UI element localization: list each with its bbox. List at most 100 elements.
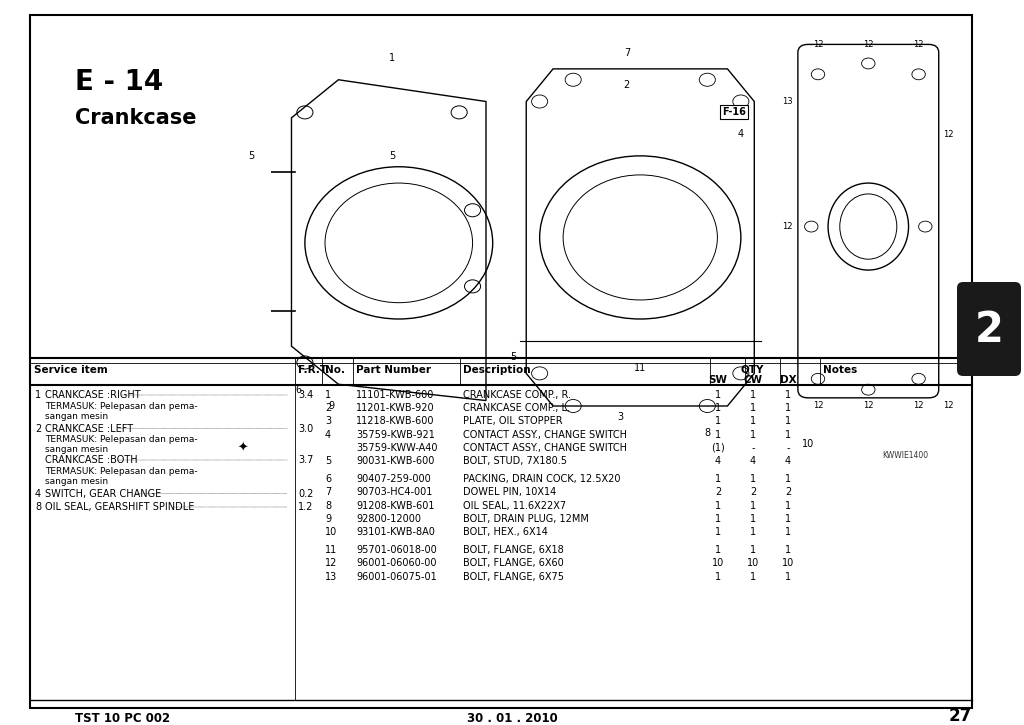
Text: 12: 12 bbox=[813, 40, 823, 49]
Text: 11101-KWB-600: 11101-KWB-600 bbox=[356, 390, 434, 400]
Text: 1: 1 bbox=[785, 474, 792, 484]
Text: sangan mesin: sangan mesin bbox=[45, 412, 109, 420]
Text: 1: 1 bbox=[750, 514, 756, 523]
Text: 2: 2 bbox=[784, 487, 792, 497]
Text: 12: 12 bbox=[813, 402, 823, 410]
Text: TERMASUK: Pelepasan dan pema-: TERMASUK: Pelepasan dan pema- bbox=[45, 435, 198, 444]
Text: BOLT, FLANGE, 6X18: BOLT, FLANGE, 6X18 bbox=[463, 545, 564, 555]
Text: 1: 1 bbox=[715, 571, 721, 581]
Text: 10: 10 bbox=[712, 558, 724, 568]
Text: 12: 12 bbox=[913, 40, 924, 49]
Text: 2: 2 bbox=[750, 487, 756, 497]
Text: TST 10 PC 002: TST 10 PC 002 bbox=[75, 712, 170, 725]
Text: (1): (1) bbox=[711, 443, 725, 453]
Text: 3: 3 bbox=[617, 412, 624, 422]
Text: 4: 4 bbox=[750, 456, 756, 466]
Text: 8: 8 bbox=[705, 428, 711, 438]
Text: E - 14: E - 14 bbox=[75, 68, 163, 96]
Text: 7: 7 bbox=[624, 48, 630, 57]
Text: 1: 1 bbox=[785, 390, 792, 400]
Text: DX: DX bbox=[779, 375, 797, 385]
Text: 1: 1 bbox=[750, 527, 756, 537]
Text: 1: 1 bbox=[750, 545, 756, 555]
Text: 90703-HC4-001: 90703-HC4-001 bbox=[356, 487, 432, 497]
Text: CRANKCASE COMP., R.: CRANKCASE COMP., R. bbox=[463, 390, 571, 400]
Text: 12: 12 bbox=[913, 402, 924, 410]
Text: 1: 1 bbox=[750, 430, 756, 439]
FancyBboxPatch shape bbox=[957, 282, 1021, 376]
Text: 10: 10 bbox=[325, 527, 337, 537]
Text: SWITCH, GEAR CHANGE: SWITCH, GEAR CHANGE bbox=[45, 489, 161, 499]
Text: 4: 4 bbox=[325, 430, 331, 439]
Text: 1: 1 bbox=[785, 514, 792, 523]
Text: BOLT, FLANGE, 6X75: BOLT, FLANGE, 6X75 bbox=[463, 571, 564, 581]
Text: OIL SEAL, GEARSHIFT SPINDLE: OIL SEAL, GEARSHIFT SPINDLE bbox=[45, 502, 195, 512]
Text: 1: 1 bbox=[750, 571, 756, 581]
Text: 1: 1 bbox=[715, 430, 721, 439]
Text: 1: 1 bbox=[715, 390, 721, 400]
Text: 12: 12 bbox=[943, 130, 954, 138]
Text: CRANKCASE :RIGHT: CRANKCASE :RIGHT bbox=[45, 390, 140, 400]
Text: 2: 2 bbox=[325, 403, 331, 413]
Text: Part Number: Part Number bbox=[356, 365, 431, 375]
Text: PLATE, OIL STOPPER: PLATE, OIL STOPPER bbox=[463, 416, 562, 426]
Text: 91208-KWB-601: 91208-KWB-601 bbox=[356, 500, 434, 510]
Text: 30 . 01 . 2010: 30 . 01 . 2010 bbox=[467, 712, 557, 725]
Text: 1: 1 bbox=[715, 545, 721, 555]
Text: 1: 1 bbox=[785, 430, 792, 439]
Text: 9: 9 bbox=[329, 401, 335, 411]
Text: 1.2: 1.2 bbox=[298, 502, 313, 512]
Text: 2: 2 bbox=[975, 309, 1004, 351]
Text: SW: SW bbox=[709, 375, 727, 385]
Text: 8: 8 bbox=[325, 500, 331, 510]
Text: 5: 5 bbox=[248, 151, 254, 161]
Text: 1: 1 bbox=[715, 500, 721, 510]
Text: 11: 11 bbox=[634, 363, 646, 373]
Text: 10: 10 bbox=[782, 558, 795, 568]
Text: 2: 2 bbox=[624, 80, 630, 90]
Text: Notes: Notes bbox=[823, 365, 857, 375]
Text: QTY: QTY bbox=[740, 364, 764, 374]
Text: 0.2: 0.2 bbox=[298, 489, 313, 499]
Text: 1: 1 bbox=[715, 514, 721, 523]
Text: TERMASUK: Pelepasan dan pema-: TERMASUK: Pelepasan dan pema- bbox=[45, 466, 198, 476]
Text: 1: 1 bbox=[750, 403, 756, 413]
Text: 2: 2 bbox=[715, 487, 721, 497]
Text: 10: 10 bbox=[802, 439, 814, 449]
Text: 1: 1 bbox=[750, 474, 756, 484]
Text: 1: 1 bbox=[35, 390, 41, 400]
Text: 1: 1 bbox=[750, 390, 756, 400]
Text: 12: 12 bbox=[943, 402, 954, 410]
Text: 6: 6 bbox=[325, 474, 331, 484]
Text: KWWIE1400: KWWIE1400 bbox=[883, 452, 929, 460]
Text: sangan mesin: sangan mesin bbox=[45, 445, 109, 454]
Text: F.R.T.: F.R.T. bbox=[298, 365, 330, 375]
Text: 35759-KWB-921: 35759-KWB-921 bbox=[356, 430, 435, 439]
Text: TERMASUK: Pelepasan dan pema-: TERMASUK: Pelepasan dan pema- bbox=[45, 402, 198, 410]
Text: DOWEL PIN, 10X14: DOWEL PIN, 10X14 bbox=[463, 487, 556, 497]
Text: 92800-12000: 92800-12000 bbox=[356, 514, 421, 523]
Text: BOLT, FLANGE, 6X60: BOLT, FLANGE, 6X60 bbox=[463, 558, 564, 568]
Text: 12: 12 bbox=[863, 402, 873, 410]
Text: 35759-KWW-A40: 35759-KWW-A40 bbox=[356, 443, 437, 453]
Text: 1: 1 bbox=[715, 527, 721, 537]
Text: 1: 1 bbox=[750, 416, 756, 426]
Text: Description: Description bbox=[463, 365, 530, 375]
Text: PACKING, DRAIN COCK, 12.5X20: PACKING, DRAIN COCK, 12.5X20 bbox=[463, 474, 621, 484]
Text: 1: 1 bbox=[785, 545, 792, 555]
Text: OIL SEAL, 11.6X22X7: OIL SEAL, 11.6X22X7 bbox=[463, 500, 566, 510]
Text: No.: No. bbox=[325, 365, 345, 375]
Text: BOLT, STUD, 7X180.5: BOLT, STUD, 7X180.5 bbox=[463, 456, 567, 466]
Text: 12: 12 bbox=[782, 222, 793, 231]
Text: CRANKCASE COMP., L.: CRANKCASE COMP., L. bbox=[463, 403, 570, 413]
Text: 1: 1 bbox=[715, 474, 721, 484]
Text: 27: 27 bbox=[949, 707, 972, 725]
Text: 3: 3 bbox=[325, 416, 331, 426]
Text: 4: 4 bbox=[35, 489, 41, 499]
Text: 96001-06075-01: 96001-06075-01 bbox=[356, 571, 437, 581]
Text: 3.4: 3.4 bbox=[298, 390, 313, 400]
Text: 1: 1 bbox=[785, 500, 792, 510]
Text: 4: 4 bbox=[785, 456, 792, 466]
Text: 11201-KWB-920: 11201-KWB-920 bbox=[356, 403, 434, 413]
Text: F-16: F-16 bbox=[722, 107, 746, 117]
